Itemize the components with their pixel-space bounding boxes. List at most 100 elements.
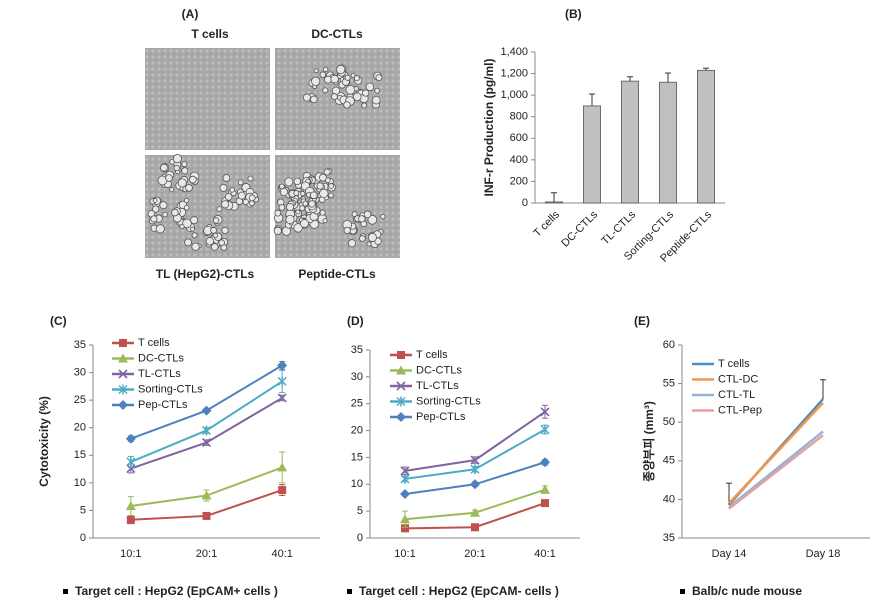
line: [728, 430, 824, 509]
bar: [545, 201, 563, 204]
cell: [171, 208, 179, 217]
cell: [319, 71, 326, 78]
marker: [541, 499, 549, 508]
legend-label: T cells: [718, 358, 750, 370]
cell: [309, 191, 318, 200]
cell: [212, 232, 219, 239]
bullet: [63, 589, 68, 594]
cell: [285, 214, 295, 224]
cell: [205, 237, 215, 246]
bar: [697, 69, 715, 204]
x-tick-label: T cells: [531, 208, 562, 239]
bar: [583, 105, 601, 204]
x-tick-label: Day 18: [806, 548, 841, 560]
cell: [380, 213, 386, 220]
y-tick-label: 35: [663, 532, 675, 544]
marker: [201, 405, 212, 416]
cell: [237, 179, 244, 186]
image-caption: Peptide-CTLs: [298, 267, 376, 281]
y-tick-label: 1,200: [500, 67, 528, 79]
cell: [173, 164, 180, 172]
bar: [659, 81, 677, 204]
cell: [295, 209, 301, 215]
y-tick-label: 5: [80, 504, 86, 516]
y-tick-label: 10: [74, 477, 86, 489]
image-caption: T cells: [191, 27, 229, 41]
marker: [400, 488, 410, 499]
cell: [350, 72, 356, 78]
cell: [184, 197, 190, 204]
y-tick-label: 200: [510, 175, 528, 187]
y-tick-label: 45: [663, 455, 675, 467]
x-tick-label: 20:1: [196, 548, 217, 560]
legend-label: Pep-CTLs: [138, 399, 188, 411]
cell: [221, 226, 229, 235]
cell: [367, 215, 378, 225]
marker: [470, 464, 480, 475]
y-tick-label: 30: [74, 366, 86, 378]
marker: [540, 407, 550, 417]
cell: [302, 93, 311, 102]
cell: [212, 217, 220, 224]
marker: [126, 515, 135, 524]
cell: [189, 175, 197, 184]
marker: [396, 412, 406, 422]
cell: [278, 183, 285, 190]
caption: Target cell : HepG2 (EpCAM- cells ): [359, 584, 559, 598]
cell: [152, 198, 158, 203]
cell: [331, 93, 338, 100]
cell: [299, 205, 306, 212]
x-tick-label: Day 14: [712, 548, 747, 560]
bullet: [347, 589, 352, 594]
y-tick-label: 35: [351, 344, 363, 356]
y-tick-label: 50: [663, 416, 675, 428]
marker: [540, 424, 550, 435]
marker: [470, 479, 480, 490]
line: [728, 402, 824, 505]
cell: [324, 75, 332, 84]
cell: [185, 184, 193, 192]
cell: [274, 209, 282, 217]
y-tick-label: 400: [510, 154, 528, 166]
cell: [177, 178, 187, 188]
panel-label: (C): [50, 314, 67, 328]
marker: [126, 456, 136, 467]
y-tick-label: 30: [351, 371, 363, 383]
cell: [353, 75, 360, 82]
y-axis-label: 종양부피 (mm³): [641, 401, 656, 482]
panel-label: (B): [565, 7, 582, 21]
legend-label: DC-CTLs: [138, 352, 184, 364]
cell: [229, 187, 235, 193]
marker: [277, 462, 288, 472]
cell: [155, 224, 165, 234]
micrographs: [145, 48, 400, 258]
cell: [353, 86, 359, 92]
marker: [277, 393, 287, 403]
cell: [284, 177, 294, 187]
legend-label: Sorting-CTLs: [416, 395, 481, 407]
cell: [347, 239, 357, 248]
y-tick-label: 25: [74, 394, 86, 406]
marker: [540, 457, 550, 468]
marker: [471, 523, 479, 532]
legend-label: T cells: [416, 349, 448, 361]
cell: [352, 92, 362, 102]
y-tick-label: 25: [351, 398, 363, 410]
marker: [396, 396, 406, 407]
legend-label: CTL-Pep: [718, 404, 762, 416]
cell: [336, 64, 346, 75]
y-tick-label: 0: [522, 197, 528, 209]
marker: [396, 381, 406, 391]
y-tick-label: 0: [80, 532, 86, 544]
legend-label: CTL-TL: [718, 389, 755, 401]
cell: [363, 210, 372, 219]
cell: [328, 192, 334, 199]
cell: [169, 187, 175, 193]
cell: [248, 200, 255, 207]
y-tick-label: 35: [74, 339, 86, 351]
marker: [125, 433, 136, 444]
x-tick-label: 40:1: [271, 548, 292, 560]
cell: [300, 219, 309, 228]
cell: [191, 242, 200, 251]
